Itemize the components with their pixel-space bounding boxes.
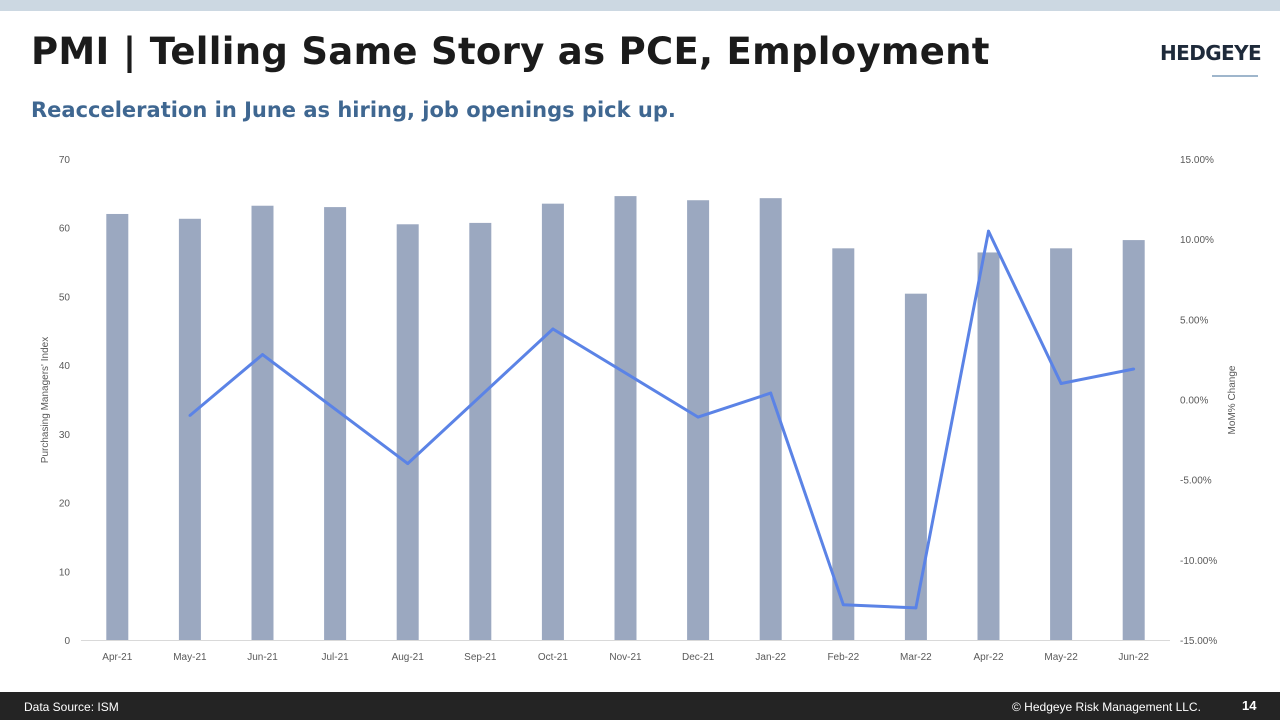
mom-change-point	[696, 415, 700, 419]
y-tick-label: 20	[59, 499, 71, 510]
x-tick-label: Jun-22	[1118, 652, 1149, 663]
y-tick-label: 60	[59, 224, 71, 235]
hedgeye-logo: HEDGEYE	[1160, 41, 1262, 65]
mom-change-point	[914, 606, 918, 610]
pmi-bar	[396, 224, 419, 640]
mom-change-point	[261, 353, 264, 357]
mom-change-point	[1059, 382, 1063, 385]
pmi-bar	[1050, 248, 1073, 641]
mom-change-point	[769, 391, 773, 395]
mom-change-point	[406, 462, 410, 466]
y-tick-label: 40	[59, 361, 71, 372]
x-tick-label: Mar-22	[900, 652, 932, 663]
pmi-bar	[614, 196, 637, 640]
pmi-bar	[904, 293, 927, 640]
x-tick-label: Jan-22	[755, 652, 786, 663]
x-tick-label: Sep-21	[464, 652, 497, 663]
pmi-bar	[832, 248, 855, 641]
y-tick-label: 10	[59, 567, 71, 578]
pmi-bar	[1122, 240, 1145, 640]
copyright-text: © Hedgeye Risk Management LLC.	[1012, 700, 1201, 714]
y2-tick-label: 0.00%	[1180, 396, 1208, 407]
pmi-bar	[977, 252, 1000, 641]
x-tick-label: Jul-21	[321, 652, 349, 663]
y2-tick-label: 5.00%	[1180, 315, 1208, 326]
pmi-bar	[469, 222, 492, 640]
data-source: Data Source: ISM	[24, 700, 119, 714]
pmi-bar	[106, 213, 129, 640]
x-tick-label: Dec-21	[682, 652, 715, 663]
pmi-bar	[251, 205, 274, 640]
y2-tick-label: -5.00%	[1180, 476, 1212, 487]
y2-axis-label: MoM% Change	[1227, 365, 1238, 434]
pmi-bar	[541, 203, 564, 640]
x-tick-label: Oct-21	[538, 652, 568, 663]
x-tick-label: Nov-21	[609, 652, 642, 663]
mom-change-point	[987, 229, 990, 233]
pmi-bar	[324, 207, 347, 640]
y-tick-label: 30	[59, 430, 71, 441]
x-tick-label: May-22	[1044, 652, 1078, 663]
page-number: 14	[1242, 698, 1257, 713]
x-tick-label: Aug-21	[392, 652, 425, 663]
mom-change-point	[841, 603, 845, 607]
y2-tick-label: 15.00%	[1180, 155, 1214, 166]
mom-change-point	[551, 327, 555, 331]
footer-bar: Data Source: ISM © Hedgeye Risk Manageme…	[0, 692, 1280, 720]
top-accent-strip	[0, 0, 1280, 11]
y-tick-label: 70	[59, 155, 71, 166]
y-tick-label: 50	[59, 292, 71, 303]
slide-title: PMI | Telling Same Story as PCE, Employm…	[31, 30, 990, 73]
y-tick-label: 0	[64, 636, 70, 647]
x-tick-label: May-21	[173, 652, 207, 663]
pmi-bar	[687, 200, 710, 640]
y2-tick-label: -10.00%	[1180, 556, 1217, 567]
pmi-bar	[759, 198, 782, 640]
x-tick-label: Feb-22	[827, 652, 859, 663]
x-tick-label: Jun-21	[247, 652, 278, 663]
mom-change-point	[188, 414, 192, 417]
pmi-combo-chart: Purchasing Managers' Index MoM% Change 0…	[40, 155, 1238, 663]
x-tick-label: Apr-22	[973, 652, 1003, 663]
logo-underline	[1212, 75, 1258, 77]
y-axis-label: Purchasing Managers' Index	[40, 337, 51, 463]
slide-subtitle: Reacceleration in June as hiring, job op…	[31, 98, 676, 122]
x-tick-label: Apr-21	[102, 652, 132, 663]
y2-tick-label: -15.00%	[1180, 636, 1217, 647]
pmi-bar	[178, 218, 201, 640]
y2-tick-label: 10.00%	[1180, 235, 1214, 246]
mom-change-point	[1132, 367, 1136, 371]
